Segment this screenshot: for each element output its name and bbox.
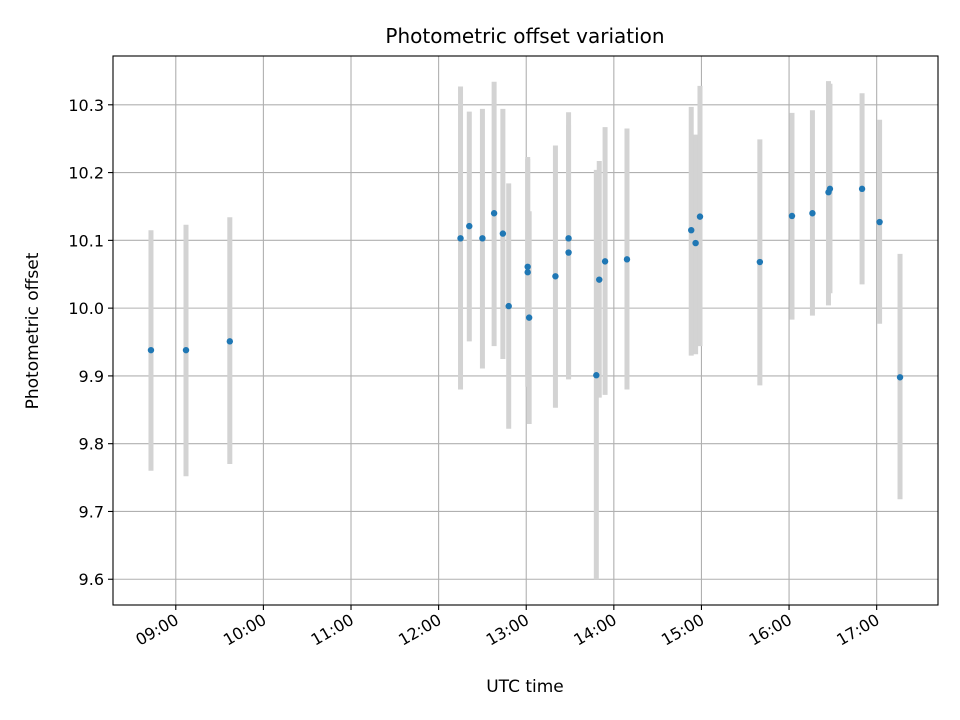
- data-point: [809, 210, 816, 217]
- data-point: [552, 273, 559, 280]
- data-points: [147, 185, 904, 381]
- y-tick-label: 9.7: [79, 502, 104, 521]
- data-point: [466, 222, 473, 230]
- data-point: [182, 346, 190, 354]
- y-tick-label: 10.1: [68, 231, 104, 250]
- data-point: [525, 314, 533, 321]
- data-point: [756, 258, 764, 266]
- data-point: [147, 346, 155, 354]
- data-point: [623, 256, 631, 263]
- y-axis: 9.6 9.7 9.8 9.9 10.0 10.1 10.2 10.3: [68, 96, 113, 589]
- data-point: [858, 185, 866, 193]
- y-tick-label: 10.2: [68, 164, 104, 183]
- chart-title: Photometric offset variation: [385, 24, 664, 48]
- x-axis-title: UTC time: [486, 677, 564, 697]
- data-point: [499, 230, 507, 237]
- y-axis-title: Photometric offset: [23, 252, 43, 409]
- data-point: [593, 372, 600, 379]
- data-point: [696, 213, 704, 220]
- y-tick-label: 9.8: [79, 435, 104, 454]
- data-point: [565, 249, 572, 256]
- data-point: [896, 374, 904, 381]
- data-point: [876, 218, 883, 226]
- data-point: [505, 302, 512, 310]
- y-tick-label: 10.0: [68, 299, 104, 318]
- data-point: [490, 210, 498, 217]
- data-point: [565, 235, 572, 242]
- data-point: [457, 235, 464, 242]
- data-point: [524, 269, 531, 276]
- data-point: [524, 263, 531, 270]
- data-point: [601, 258, 609, 265]
- data-point: [226, 338, 234, 345]
- y-tick-label: 10.3: [68, 96, 104, 115]
- data-point: [688, 226, 695, 234]
- data-point: [788, 212, 796, 220]
- data-point: [692, 239, 699, 247]
- data-point: [479, 235, 486, 242]
- y-tick-label: 9.6: [79, 570, 104, 589]
- y-tick-label: 9.9: [79, 367, 104, 386]
- data-point: [826, 185, 834, 193]
- data-point: [596, 276, 603, 283]
- plot-area-frame: [112, 55, 939, 606]
